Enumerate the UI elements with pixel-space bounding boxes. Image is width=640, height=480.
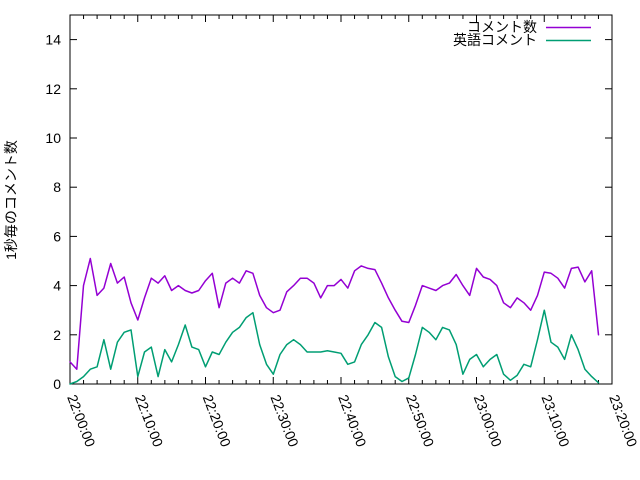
legend: コメント数 英語コメント	[453, 19, 591, 48]
legend-label-english-comments: 英語コメント	[453, 32, 537, 48]
y-tick-labels: 0 2 4 6 8 10 12 14	[45, 32, 61, 392]
series-line-comment-count	[69, 257, 600, 370]
legend-label-comment-count: コメント数	[467, 19, 537, 35]
y-tick-label: 14	[45, 32, 61, 48]
y-axis-title: 1秒毎のコメント数	[3, 140, 19, 260]
y-tick-label: 10	[45, 130, 61, 146]
y-tick-label: 8	[53, 179, 61, 195]
y-tick-label: 4	[53, 278, 61, 294]
y-tick-label: 2	[53, 327, 61, 343]
series-lines	[69, 257, 600, 385]
series-line-english-comments	[69, 309, 600, 385]
y-tick-label: 12	[45, 81, 61, 97]
y-tick-label: 6	[53, 228, 61, 244]
y-tick-label: 0	[53, 376, 61, 392]
axis-ticks	[69, 15, 613, 385]
